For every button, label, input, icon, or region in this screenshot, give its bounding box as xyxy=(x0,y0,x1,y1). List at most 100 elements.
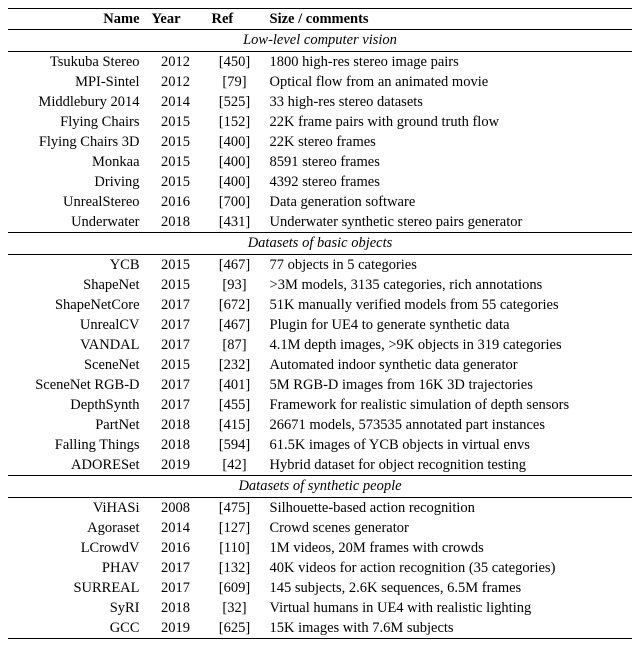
cell-name: SceneNet xyxy=(8,355,146,375)
cell-comments: 1800 high-res stereo image pairs xyxy=(264,52,632,73)
table-row: ShapeNetCore2017[672]51K manually verifi… xyxy=(8,295,632,315)
cell-comments: Automated indoor synthetic data generato… xyxy=(264,355,632,375)
cell-year: 2019 xyxy=(146,455,206,476)
cell-ref: [93] xyxy=(206,275,264,295)
cell-ref: [467] xyxy=(206,255,264,276)
cell-year: 2017 xyxy=(146,335,206,355)
cell-name: LCrowdV xyxy=(8,538,146,558)
table-row: Flying Chairs 3D2015[400]22K stereo fram… xyxy=(8,132,632,152)
cell-name: Underwater xyxy=(8,212,146,233)
cell-comments: Plugin for UE4 to generate synthetic dat… xyxy=(264,315,632,335)
table-row: DepthSynth2017[455]Framework for realist… xyxy=(8,395,632,415)
cell-comments: Data generation software xyxy=(264,192,632,212)
cell-comments: 4392 stereo frames xyxy=(264,172,632,192)
table-row: PartNet2018[415]26671 models, 573535 ann… xyxy=(8,415,632,435)
cell-ref: [625] xyxy=(206,618,264,639)
cell-year: 2016 xyxy=(146,192,206,212)
cell-ref: [431] xyxy=(206,212,264,233)
cell-name: SURREAL xyxy=(8,578,146,598)
table-row: MPI-Sintel2012[79]Optical flow from an a… xyxy=(8,72,632,92)
cell-name: SceneNet RGB-D xyxy=(8,375,146,395)
cell-comments: Optical flow from an animated movie xyxy=(264,72,632,92)
cell-year: 2015 xyxy=(146,112,206,132)
section-title: Datasets of synthetic people xyxy=(8,476,632,498)
cell-name: Flying Chairs xyxy=(8,112,146,132)
cell-name: Driving xyxy=(8,172,146,192)
cell-year: 2017 xyxy=(146,315,206,335)
cell-name: YCB xyxy=(8,255,146,276)
cell-ref: [415] xyxy=(206,415,264,435)
cell-year: 2018 xyxy=(146,415,206,435)
cell-ref: [401] xyxy=(206,375,264,395)
cell-ref: [42] xyxy=(206,455,264,476)
table-row: VANDAL2017[87]4.1M depth images, >9K obj… xyxy=(8,335,632,355)
cell-ref: [609] xyxy=(206,578,264,598)
cell-name: Flying Chairs 3D xyxy=(8,132,146,152)
cell-year: 2015 xyxy=(146,152,206,172)
header-ref: Ref xyxy=(206,9,264,30)
cell-name: UnrealStereo xyxy=(8,192,146,212)
cell-ref: [672] xyxy=(206,295,264,315)
cell-name: SyRI xyxy=(8,598,146,618)
cell-ref: [467] xyxy=(206,315,264,335)
cell-ref: [475] xyxy=(206,498,264,519)
cell-name: Monkaa xyxy=(8,152,146,172)
cell-year: 2017 xyxy=(146,395,206,415)
cell-name: ViHASi xyxy=(8,498,146,519)
table-row: ViHASi2008[475]Silhouette-based action r… xyxy=(8,498,632,519)
table-row: LCrowdV2016[110]1M videos, 20M frames wi… xyxy=(8,538,632,558)
cell-year: 2018 xyxy=(146,435,206,455)
cell-ref: [32] xyxy=(206,598,264,618)
table-row: Middlebury 20142014[525]33 high-res ster… xyxy=(8,92,632,112)
cell-comments: 145 subjects, 2.6K sequences, 6.5M frame… xyxy=(264,578,632,598)
cell-ref: [152] xyxy=(206,112,264,132)
cell-comments: 33 high-res stereo datasets xyxy=(264,92,632,112)
cell-year: 2008 xyxy=(146,498,206,519)
cell-year: 2018 xyxy=(146,598,206,618)
cell-year: 2014 xyxy=(146,518,206,538)
cell-name: Middlebury 2014 xyxy=(8,92,146,112)
cell-comments: Underwater synthetic stereo pairs genera… xyxy=(264,212,632,233)
table-row: Agoraset2014[127]Crowd scenes generator xyxy=(8,518,632,538)
cell-ref: [127] xyxy=(206,518,264,538)
cell-year: 2012 xyxy=(146,72,206,92)
cell-comments: 61.5K images of YCB objects in virtual e… xyxy=(264,435,632,455)
cell-comments: 1M videos, 20M frames with crowds xyxy=(264,538,632,558)
cell-year: 2014 xyxy=(146,92,206,112)
table-row: GCC2019[625]15K images with 7.6M subject… xyxy=(8,618,632,639)
table-row: YCB2015[467]77 objects in 5 categories xyxy=(8,255,632,276)
cell-comments: Hybrid dataset for object recognition te… xyxy=(264,455,632,476)
cell-comments: Framework for realistic simulation of de… xyxy=(264,395,632,415)
cell-ref: [525] xyxy=(206,92,264,112)
header-name: Name xyxy=(8,9,146,30)
cell-comments: 40K videos for action recognition (35 ca… xyxy=(264,558,632,578)
cell-year: 2019 xyxy=(146,618,206,639)
section-header: Datasets of basic objects xyxy=(8,233,632,255)
cell-ref: [232] xyxy=(206,355,264,375)
table-row: SceneNet2015[232]Automated indoor synthe… xyxy=(8,355,632,375)
cell-name: ShapeNet xyxy=(8,275,146,295)
cell-name: PartNet xyxy=(8,415,146,435)
cell-ref: [79] xyxy=(206,72,264,92)
section-title: Datasets of basic objects xyxy=(8,233,632,255)
table-row: Flying Chairs2015[152]22K frame pairs wi… xyxy=(8,112,632,132)
cell-year: 2015 xyxy=(146,132,206,152)
cell-name: Tsukuba Stereo xyxy=(8,52,146,73)
cell-ref: [400] xyxy=(206,132,264,152)
cell-year: 2018 xyxy=(146,212,206,233)
cell-name: ShapeNetCore xyxy=(8,295,146,315)
cell-ref: [400] xyxy=(206,152,264,172)
cell-ref: [400] xyxy=(206,172,264,192)
cell-comments: 26671 models, 573535 annotated part inst… xyxy=(264,415,632,435)
cell-comments: 4.1M depth images, >9K objects in 319 ca… xyxy=(264,335,632,355)
cell-name: UnrealCV xyxy=(8,315,146,335)
cell-ref: [594] xyxy=(206,435,264,455)
cell-year: 2015 xyxy=(146,275,206,295)
cell-name: Agoraset xyxy=(8,518,146,538)
cell-ref: [450] xyxy=(206,52,264,73)
cell-ref: [132] xyxy=(206,558,264,578)
cell-year: 2016 xyxy=(146,538,206,558)
cell-year: 2015 xyxy=(146,255,206,276)
cell-year: 2017 xyxy=(146,578,206,598)
cell-comments: Silhouette-based action recognition xyxy=(264,498,632,519)
